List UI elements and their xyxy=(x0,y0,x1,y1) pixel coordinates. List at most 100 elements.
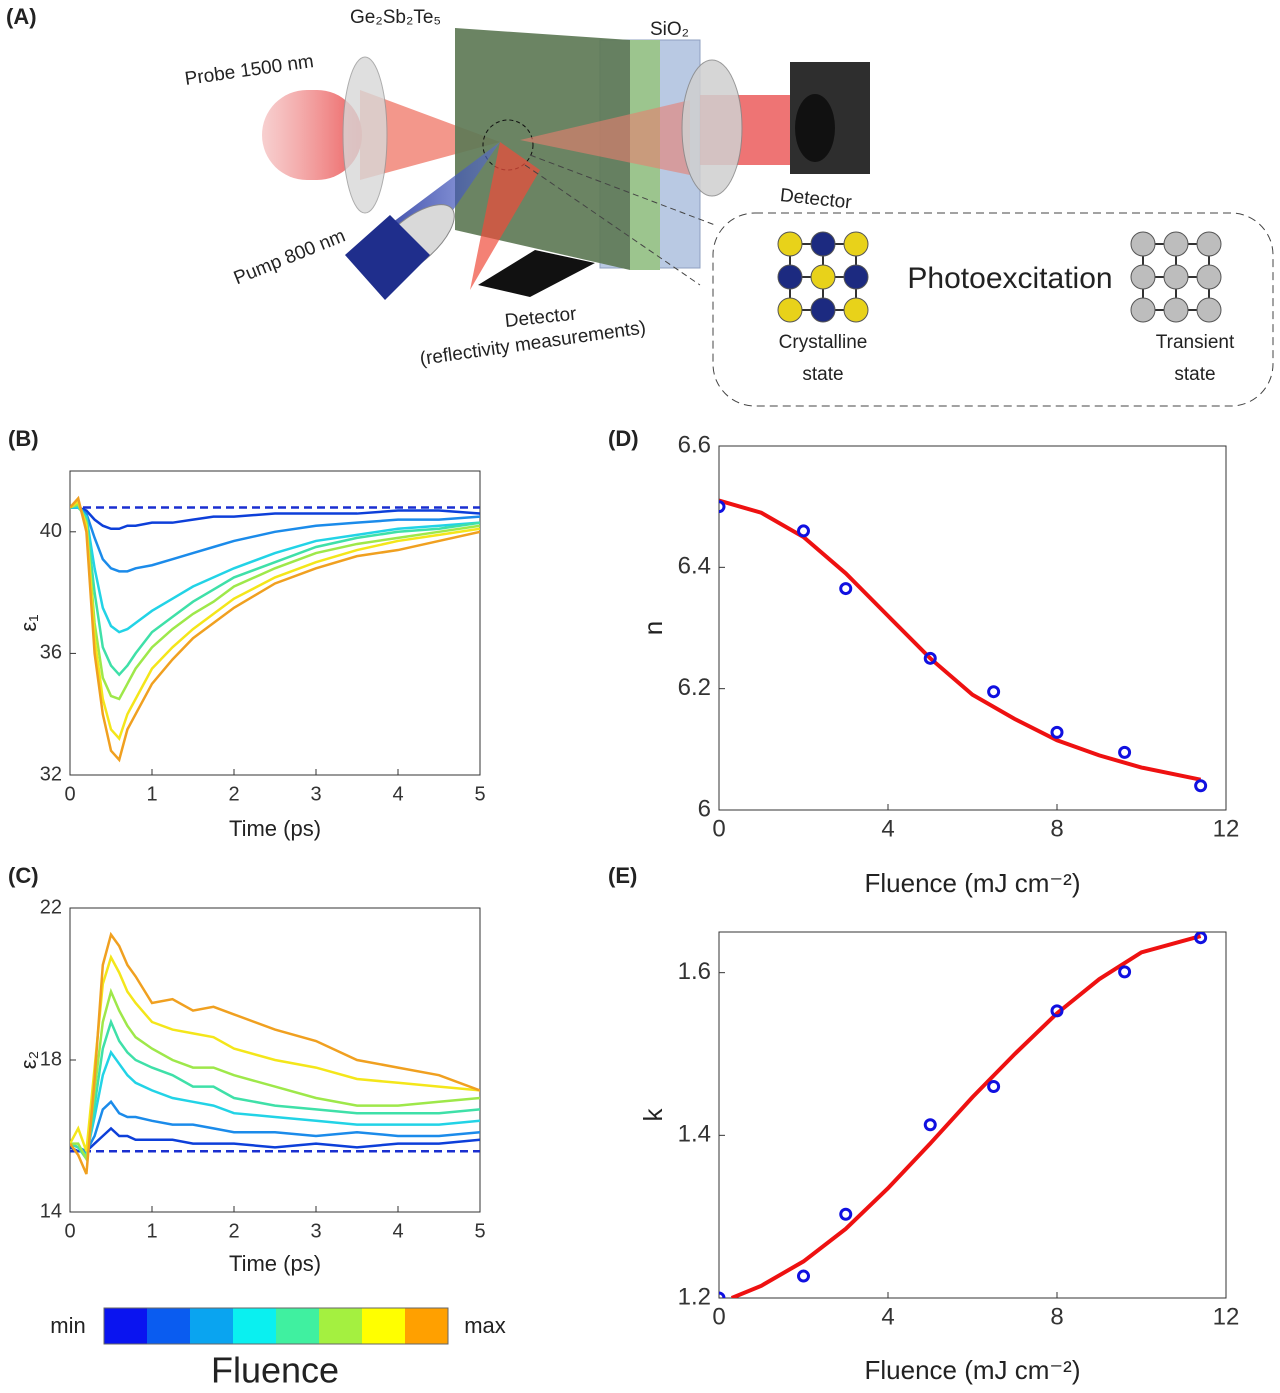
data-point xyxy=(1196,781,1206,791)
chart-panel: (D)0481266.26.46.6Fluence (mJ cm⁻²)n xyxy=(608,426,1239,898)
atom xyxy=(1131,232,1155,256)
y-tick-label: 1.6 xyxy=(678,958,711,985)
x-tick-label: 1 xyxy=(146,783,157,805)
colorbar-cell xyxy=(405,1308,448,1344)
colorbar-cell xyxy=(233,1308,276,1344)
y-tick-label: 14 xyxy=(40,1200,62,1222)
atom xyxy=(811,298,835,322)
y-tick-label: 18 xyxy=(40,1048,62,1070)
data-point xyxy=(989,687,999,697)
data-line xyxy=(732,936,1201,1298)
atom xyxy=(778,265,802,289)
y-tick-label: 40 xyxy=(40,520,62,542)
detector-label: Detector xyxy=(779,185,853,213)
atom xyxy=(811,265,835,289)
x-tick-label: 4 xyxy=(392,1220,403,1242)
atom xyxy=(1197,232,1221,256)
transient-lattice xyxy=(1131,232,1221,322)
atom xyxy=(1197,298,1221,322)
x-tick-label: 12 xyxy=(1213,815,1240,842)
data-point xyxy=(1052,727,1062,737)
colorbar-cell xyxy=(319,1308,362,1344)
x-tick-label: 3 xyxy=(310,783,321,805)
state-label: Crystalline xyxy=(779,332,868,353)
y-tick-label: 32 xyxy=(40,763,62,785)
data-point xyxy=(799,1271,809,1281)
atom xyxy=(844,265,868,289)
colorbar-cell xyxy=(362,1308,405,1344)
panel-label: (B) xyxy=(8,426,39,451)
plot-frame xyxy=(719,932,1226,1298)
data-point xyxy=(1120,747,1130,757)
x-axis-label: Fluence (mJ cm⁻²) xyxy=(865,1355,1081,1385)
x-axis-label: Time (ps) xyxy=(229,1251,321,1276)
x-tick-label: 8 xyxy=(1050,815,1063,842)
colorbar-cell xyxy=(276,1308,319,1344)
crystalline-lattice xyxy=(778,232,868,322)
lens xyxy=(343,57,387,213)
y-axis-label: ε₁ xyxy=(16,614,41,631)
colorbar-cell xyxy=(104,1308,147,1344)
atom xyxy=(1131,298,1155,322)
atom xyxy=(1164,298,1188,322)
colorbar-max: max xyxy=(464,1313,506,1338)
data-point xyxy=(925,1120,935,1130)
panel-label: (D) xyxy=(608,426,639,451)
probe-label: Probe 1500 nm xyxy=(183,51,315,90)
plot-frame xyxy=(70,471,480,775)
atom xyxy=(1131,265,1155,289)
y-tick-label: 6 xyxy=(698,795,711,822)
y-tick-label: 1.2 xyxy=(678,1283,711,1310)
colorbar-min: min xyxy=(50,1313,85,1338)
y-axis-label: ε₂ xyxy=(16,1051,41,1069)
x-tick-label: 4 xyxy=(392,783,403,805)
x-tick-label: 4 xyxy=(881,815,894,842)
y-tick-label: 22 xyxy=(40,896,62,918)
x-axis-label: Fluence (mJ cm⁻²) xyxy=(865,868,1081,898)
state-label: Transient xyxy=(1156,332,1235,353)
data-point xyxy=(989,1082,999,1092)
colorbar-cell xyxy=(190,1308,233,1344)
y-tick-label: 36 xyxy=(40,642,62,664)
atom xyxy=(1164,265,1188,289)
x-tick-label: 0 xyxy=(712,815,725,842)
x-tick-label: 3 xyxy=(310,1220,321,1242)
data-line xyxy=(70,507,480,528)
panel-label: (A) xyxy=(6,4,37,29)
x-tick-label: 4 xyxy=(881,1303,894,1330)
plot-area xyxy=(70,498,480,759)
y-axis-label: k xyxy=(638,1108,668,1122)
data-point xyxy=(799,526,809,536)
plot-frame xyxy=(719,446,1226,810)
x-tick-label: 0 xyxy=(64,1220,75,1242)
data-line xyxy=(70,992,480,1159)
atom xyxy=(778,298,802,322)
x-tick-label: 8 xyxy=(1050,1303,1063,1330)
setup-diagram: (A) Ge₂Sb₂Te₅ SiO₂ Probe 1500 nm Pump 80… xyxy=(6,4,1273,406)
data-line xyxy=(70,501,480,738)
data-line xyxy=(719,501,1201,780)
colorbar-title: Fluence xyxy=(211,1350,339,1391)
x-axis-label: Time (ps) xyxy=(229,816,321,841)
pump-label: Pump 800 nm xyxy=(231,226,349,290)
atom xyxy=(811,232,835,256)
x-tick-label: 0 xyxy=(64,783,75,805)
y-tick-label: 6.6 xyxy=(678,431,711,458)
lens xyxy=(682,60,742,196)
data-point xyxy=(1120,967,1130,977)
panel-label: (E) xyxy=(608,863,637,888)
detector-aperture xyxy=(795,94,835,162)
data-line xyxy=(70,957,480,1151)
plot-area xyxy=(714,501,1206,791)
sio2-label: SiO₂ xyxy=(650,19,689,40)
state-label: state xyxy=(802,364,843,385)
plot-area xyxy=(714,933,1206,1303)
atom xyxy=(1164,232,1188,256)
x-tick-label: 1 xyxy=(146,1220,157,1242)
data-point xyxy=(841,1209,851,1219)
atom xyxy=(1197,265,1221,289)
data-line xyxy=(70,504,480,699)
